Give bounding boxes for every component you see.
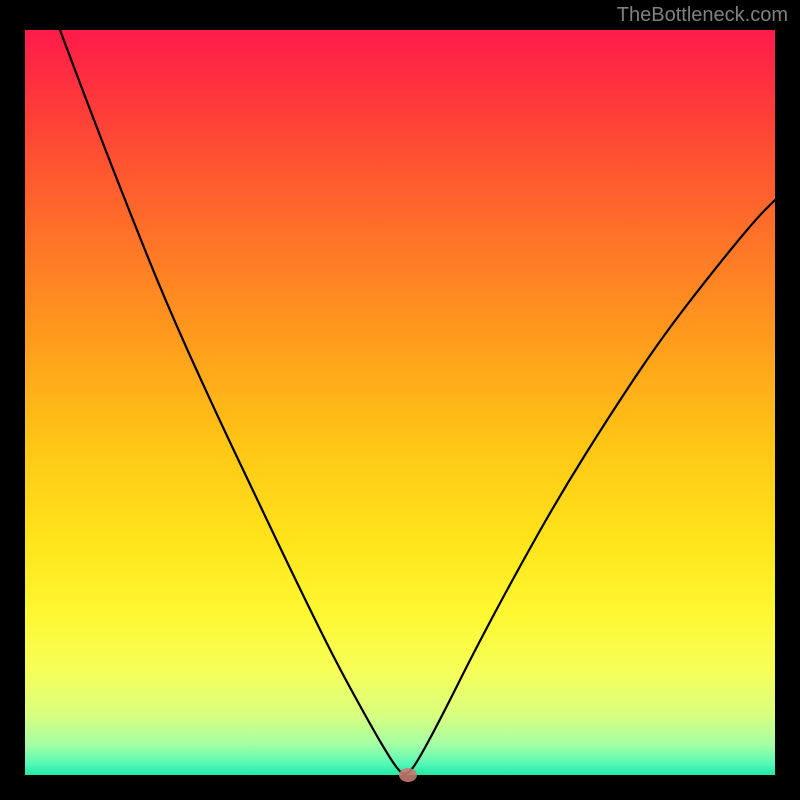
bottleneck-curve bbox=[0, 0, 800, 800]
watermark-text: TheBottleneck.com bbox=[617, 4, 788, 27]
optimal-point-marker bbox=[399, 768, 417, 782]
chart-container: TheBottleneck.com bbox=[0, 0, 800, 800]
v-curve-path bbox=[60, 30, 775, 774]
